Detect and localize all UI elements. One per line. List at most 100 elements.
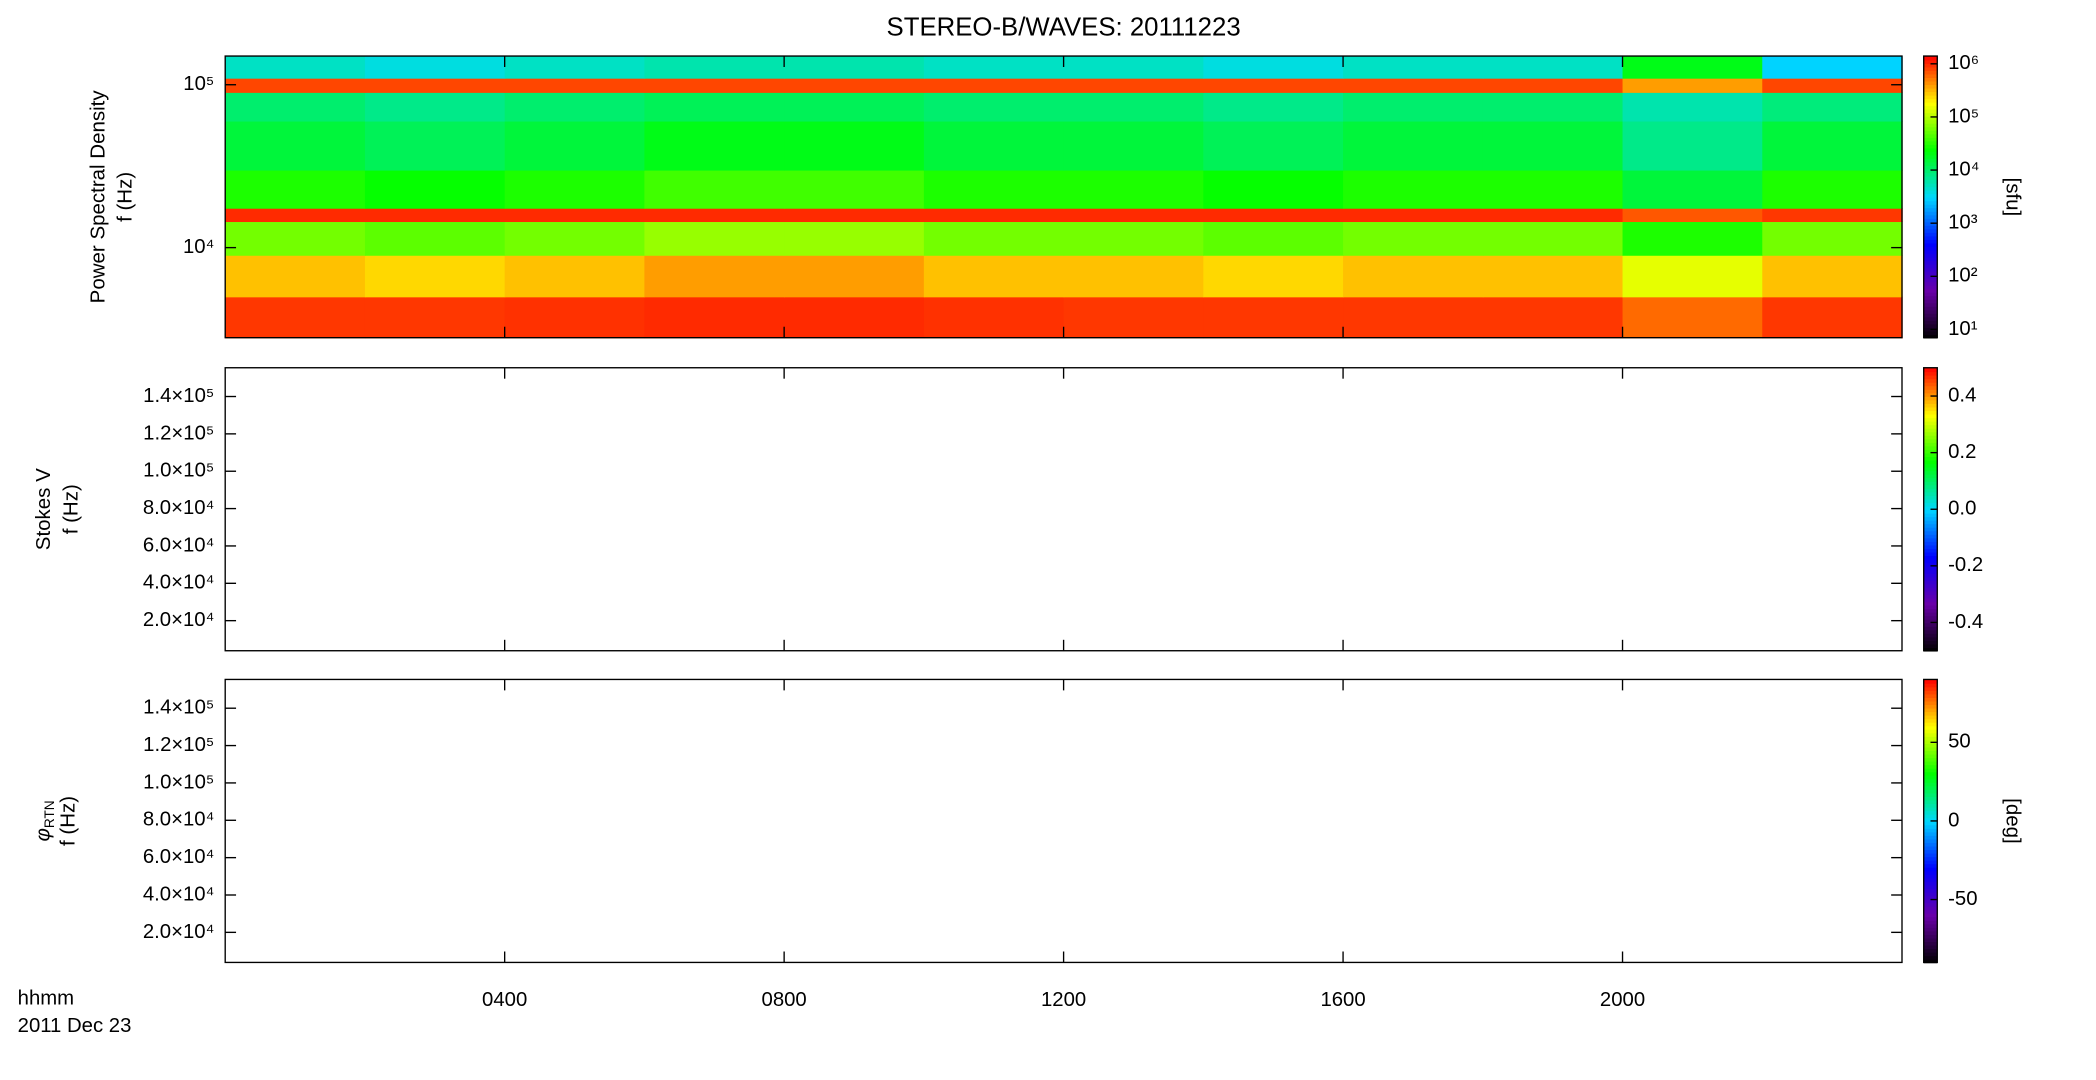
colorbar-step — [1923, 640, 1938, 645]
colorbar-step — [1923, 813, 1938, 819]
heatmap-cell — [1063, 255, 1205, 298]
colorbar-step — [1923, 334, 1938, 339]
colorbar-step — [1923, 693, 1938, 698]
colorbar-step — [1923, 316, 1938, 321]
colorbar-step — [1923, 601, 1938, 606]
colorbar-step — [1923, 434, 1938, 440]
y-axis-label: Stokes V — [33, 468, 55, 550]
colorbar-tick-label: 10⁴ — [1948, 158, 1979, 180]
chart-title: STEREO-B/WAVES: 20111223 — [887, 13, 1241, 41]
colorbar-step — [1923, 133, 1938, 138]
heatmap-cell — [1622, 92, 1763, 122]
colorbar-step — [1923, 863, 1938, 868]
heatmap-cell — [1762, 255, 1903, 298]
colorbar-step — [1923, 764, 1938, 769]
y-tick-label: 8.0×10⁴ — [143, 809, 214, 831]
colorbar-step — [1923, 852, 1938, 858]
colorbar-step — [1923, 569, 1938, 574]
colorbar-step — [1923, 934, 1938, 939]
heatmap-cell — [225, 208, 366, 223]
colorbar-tick-label: 10¹ — [1948, 318, 1978, 340]
colorbar-step — [1923, 59, 1938, 64]
colorbar-step — [1923, 225, 1938, 230]
colorbar-step — [1923, 849, 1938, 854]
heatmap-cell — [923, 56, 1065, 79]
colorbar-step — [1923, 891, 1938, 897]
colorbar-step — [1923, 498, 1938, 503]
colorbar-step — [1923, 909, 1938, 914]
colorbar-step — [1923, 431, 1938, 436]
colorbar-step — [1923, 108, 1938, 114]
colorbar-step — [1923, 958, 1938, 964]
colorbar-step — [1923, 799, 1938, 805]
colorbar-step — [1923, 477, 1938, 482]
colorbar-step — [1923, 298, 1938, 304]
heatmap-cell — [504, 255, 646, 298]
colorbar-tick-label: 50 — [1948, 731, 1971, 753]
y-tick-label: 2.0×10⁴ — [143, 921, 214, 943]
colorbar-step — [1923, 406, 1938, 412]
heatmap-cell — [1343, 92, 1484, 122]
colorbar-step — [1923, 888, 1938, 893]
colorbar-step — [1923, 175, 1938, 181]
heatmap-cell — [364, 120, 506, 171]
heatmap-cell — [225, 120, 366, 171]
colorbar-step — [1923, 835, 1938, 840]
colorbar-step — [1923, 700, 1938, 706]
colorbar-step — [1923, 399, 1938, 404]
colorbar-step — [1923, 288, 1938, 293]
colorbar-tick-label: 0.0 — [1948, 498, 1976, 520]
heatmap-cell — [225, 255, 366, 298]
colorbar-step — [1923, 838, 1938, 843]
heatmap-cell — [923, 77, 1065, 93]
colorbar-step — [1923, 256, 1938, 262]
heatmap-cell — [1762, 120, 1903, 171]
colorbar-step — [1923, 519, 1938, 525]
colorbar-step — [1923, 789, 1938, 794]
heatmap-cell — [1762, 296, 1903, 339]
heatmap-cell — [1482, 77, 1624, 93]
colorbar-step — [1923, 70, 1938, 75]
y-tick-label: 4.0×10⁴ — [143, 883, 214, 905]
colorbar-step — [1923, 98, 1938, 103]
colorbar-step — [1923, 313, 1938, 318]
colorbar-step — [1923, 955, 1938, 960]
colorbar-step — [1923, 866, 1938, 872]
colorbar-step — [1923, 403, 1938, 408]
heatmap-cell — [225, 77, 366, 93]
colorbar-step — [1923, 820, 1938, 826]
colorbar-step — [1923, 810, 1938, 815]
heatmap-cell — [1622, 77, 1763, 93]
colorbar-step — [1923, 594, 1938, 599]
heatmap-cell — [364, 56, 506, 79]
heatmap-cell — [504, 208, 646, 223]
colorbar-step — [1923, 711, 1938, 716]
colorbar-step — [1923, 438, 1938, 443]
colorbar-step — [1923, 459, 1938, 465]
colorbar-step — [1923, 615, 1938, 620]
colorbar-step — [1923, 831, 1938, 836]
colorbar-step — [1923, 491, 1938, 496]
colorbar-step — [1923, 330, 1938, 335]
colorbar-step — [1923, 182, 1938, 188]
x-tick-label: 1600 — [1320, 989, 1365, 1011]
colorbar-step — [1923, 392, 1938, 397]
heatmap-cell — [1063, 221, 1205, 256]
colorbar-step — [1923, 502, 1938, 507]
heatmap-cell — [1203, 120, 1344, 171]
heatmap-cell — [1343, 255, 1484, 298]
heatmap-cell — [1343, 56, 1484, 79]
colorbar-step — [1923, 378, 1938, 383]
colorbar-step — [1923, 388, 1938, 394]
colorbar-step — [1923, 144, 1938, 149]
heatmap-cell — [1203, 56, 1344, 79]
colorbar-step — [1923, 728, 1938, 734]
colorbar-step — [1923, 151, 1938, 156]
heatmap-cell — [644, 120, 785, 171]
colorbar-step — [1923, 884, 1938, 889]
colorbar-step — [1923, 424, 1938, 429]
colorbar-step — [1923, 707, 1938, 713]
colorbar-step — [1923, 115, 1938, 121]
colorbar-step — [1923, 232, 1938, 237]
colorbar-step — [1923, 263, 1938, 269]
